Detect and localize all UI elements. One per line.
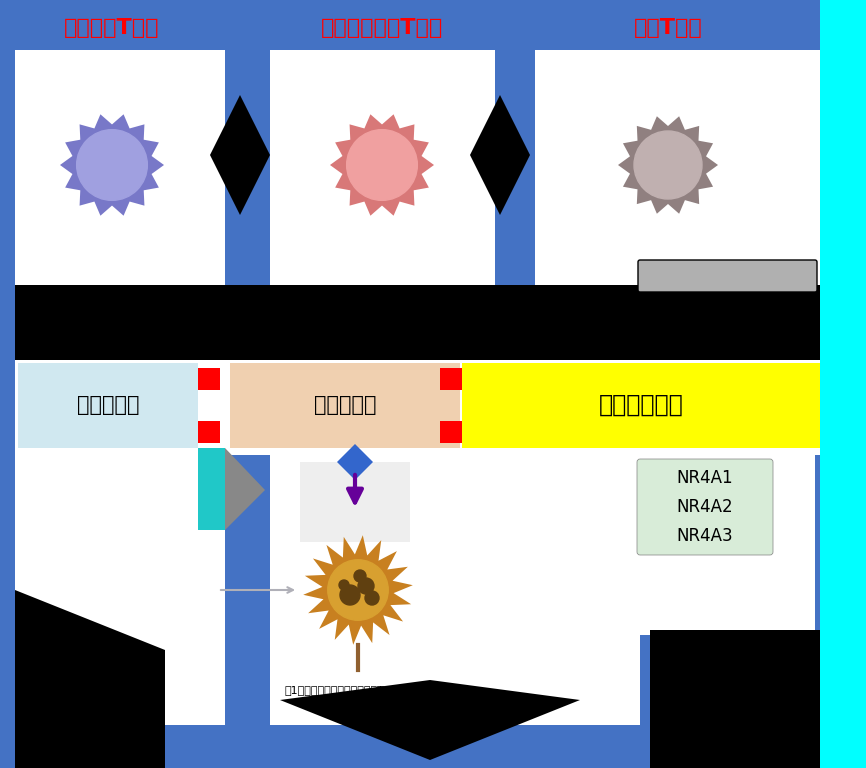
Bar xyxy=(270,455,640,725)
Bar xyxy=(15,285,820,360)
Bar xyxy=(300,462,410,542)
FancyBboxPatch shape xyxy=(18,363,198,448)
Bar xyxy=(15,50,225,305)
Bar xyxy=(15,455,225,725)
Circle shape xyxy=(346,130,417,200)
Text: 攻撃能力強: 攻撃能力強 xyxy=(313,395,376,415)
Circle shape xyxy=(76,130,147,200)
Bar xyxy=(198,421,220,443)
FancyBboxPatch shape xyxy=(637,459,773,555)
Text: 攻撃能力なし: 攻撃能力なし xyxy=(598,393,683,417)
Circle shape xyxy=(358,578,374,594)
Circle shape xyxy=(340,585,360,605)
Polygon shape xyxy=(210,95,270,215)
Text: エフェクターT細脹: エフェクターT細脹 xyxy=(321,18,443,38)
Text: NR4A1
NR4A2
NR4A3: NR4A1 NR4A2 NR4A3 xyxy=(676,468,734,545)
Bar xyxy=(15,355,820,455)
Polygon shape xyxy=(330,114,434,216)
Text: ナイーブT細脹: ナイーブT細脹 xyxy=(64,18,159,38)
Bar xyxy=(640,455,815,635)
FancyBboxPatch shape xyxy=(462,363,820,448)
Circle shape xyxy=(339,580,349,590)
Polygon shape xyxy=(60,114,164,216)
Bar xyxy=(270,50,495,305)
Circle shape xyxy=(634,131,702,199)
Polygon shape xyxy=(198,448,225,530)
Text: 消耗T細脹: 消耗T細脹 xyxy=(634,18,702,38)
FancyBboxPatch shape xyxy=(230,363,460,448)
FancyBboxPatch shape xyxy=(638,260,817,292)
Circle shape xyxy=(327,560,388,621)
Bar xyxy=(440,368,462,390)
Polygon shape xyxy=(618,116,718,214)
Polygon shape xyxy=(225,448,265,530)
Bar xyxy=(820,0,866,768)
Text: 複製能力強: 複製能力強 xyxy=(77,395,139,415)
Polygon shape xyxy=(470,95,530,215)
Bar xyxy=(535,50,820,305)
Polygon shape xyxy=(280,680,580,760)
Polygon shape xyxy=(15,590,165,768)
Bar xyxy=(198,368,220,390)
Polygon shape xyxy=(337,444,373,480)
Polygon shape xyxy=(303,535,413,645)
Polygon shape xyxy=(650,630,820,768)
Circle shape xyxy=(354,570,366,582)
Circle shape xyxy=(365,591,379,605)
Text: 図1．固形がんとの反応によるT細脹の分化様式: 図1．固形がんとの反応によるT細脹の分化様式 xyxy=(285,685,431,695)
Bar xyxy=(440,421,462,443)
